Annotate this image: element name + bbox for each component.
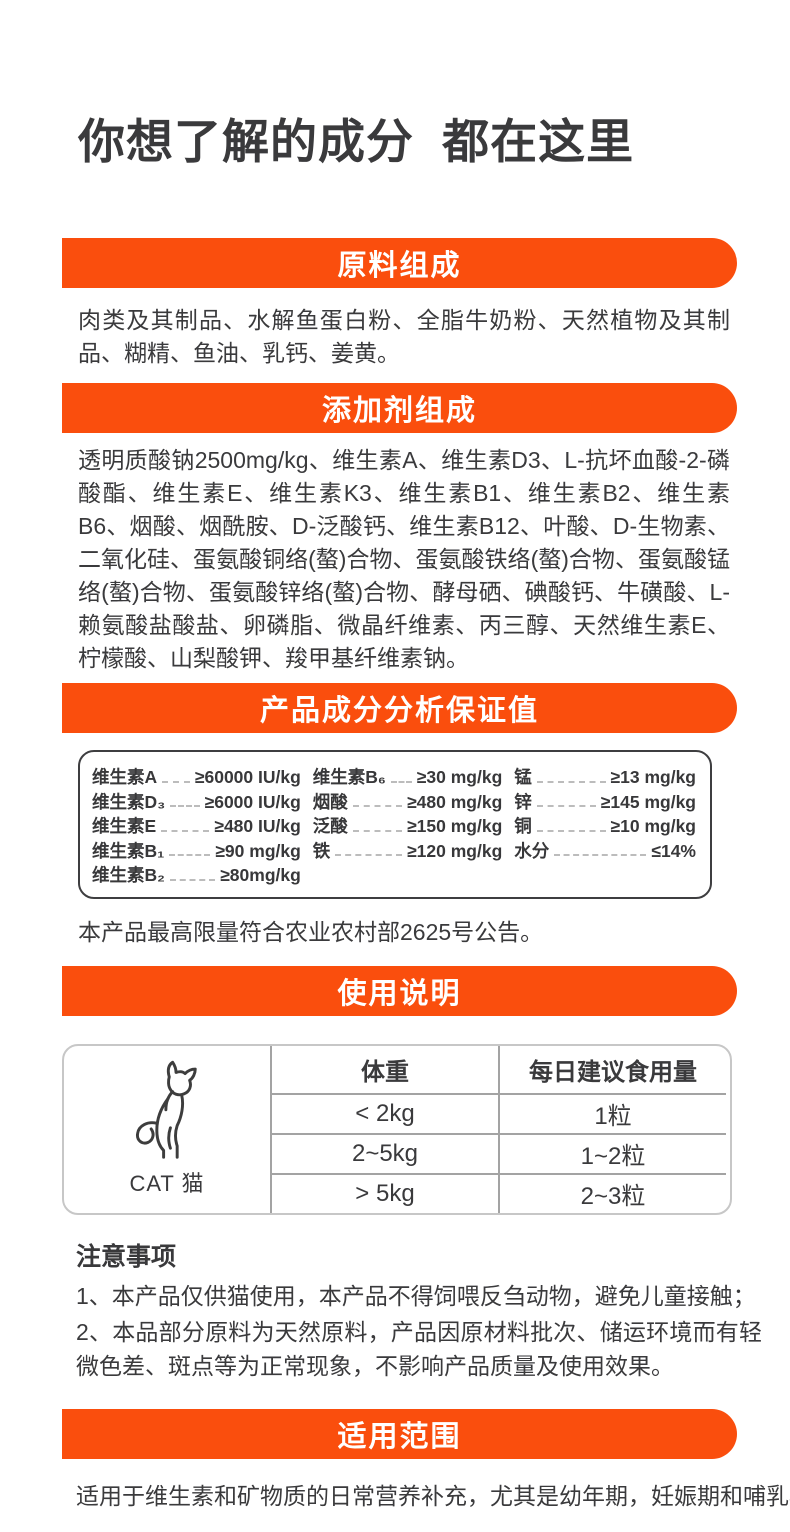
nutrient-value: ≥145 mg/kg bbox=[600, 791, 696, 812]
analysis-entry: 水分 ≤14% bbox=[514, 838, 696, 863]
analysis-compliance-note: 本产品最高限量符合农业农村部2625号公告。 bbox=[78, 918, 544, 945]
banner-label: 适用范围 bbox=[337, 1420, 462, 1453]
nutrient-label: 水分 bbox=[514, 840, 550, 861]
banner-label: 产品成分分析保证值 bbox=[259, 695, 539, 727]
analysis-column-3: 锰 ≥13 mg/kg 锌 ≥145 mg/kg 铜 ≥10 mg/kg 水分 ≤14% bbox=[514, 764, 696, 887]
cat-cell: CAT 猫 bbox=[64, 1045, 272, 1213]
dotted-leader bbox=[161, 829, 210, 832]
nutrient-label: 维生素B₂ bbox=[92, 865, 165, 885]
analysis-entry: 烟酸 ≥480 mg/kg bbox=[313, 789, 502, 814]
page-title: 你想了解的成分 都在这里 bbox=[78, 115, 635, 168]
analysis-entry: 维生素B₂ ≥80mg/kg bbox=[92, 862, 301, 887]
nutrient-label: 维生素E bbox=[92, 816, 157, 836]
cat-icon bbox=[136, 1060, 197, 1159]
guaranteed-analysis-box: 维生素A ≥60000 IU/kg 维生素D₃ ≥6000 IU/kg 维生素E ≥4… bbox=[78, 750, 712, 899]
nutrient-label: 维生素A bbox=[92, 767, 158, 787]
feeding-table-cell-weight: 2~5kg bbox=[272, 1132, 498, 1173]
analysis-entry: 锰 ≥13 mg/kg bbox=[514, 764, 696, 789]
nutrient-label: 维生素B₁ bbox=[92, 840, 165, 861]
feeding-table-cell-dose: 1粒 bbox=[498, 1092, 726, 1133]
analysis-entry: 锌 ≥145 mg/kg bbox=[514, 789, 696, 814]
nutrient-value: ≤14% bbox=[651, 840, 696, 861]
dotted-leader bbox=[352, 805, 403, 807]
dotted-leader bbox=[536, 829, 606, 832]
feeding-table-cell-dose: 2~3粒 bbox=[498, 1172, 726, 1213]
nutrient-value: ≥90 mg/kg bbox=[215, 840, 301, 861]
banner-label: 使用说明 bbox=[337, 977, 462, 1010]
dotted-leader bbox=[352, 829, 403, 832]
dotted-leader bbox=[536, 780, 606, 783]
nutrient-value: ≥60000 IU/kg bbox=[194, 767, 301, 787]
notice-item-1: 1、本产品仅供猫使用，本产品不得饲喂反刍动物，避免儿童接触； bbox=[76, 1282, 756, 1309]
feeding-table-header-weight: 体重 bbox=[361, 1058, 409, 1086]
analysis-entry: 铜 ≥10 mg/kg bbox=[514, 813, 696, 838]
analysis-column-1: 维生素A ≥60000 IU/kg 维生素D₃ ≥6000 IU/kg 维生素E ≥4… bbox=[92, 764, 301, 887]
nutrient-label: 锰 bbox=[514, 767, 532, 787]
section-banner-analysis: 产品成分分析保证值 bbox=[62, 683, 737, 733]
nutrient-value: ≥150 mg/kg bbox=[407, 816, 503, 836]
banner-label: 添加剂组成 bbox=[321, 395, 477, 427]
section-banner-scope: 适用范围 bbox=[62, 1408, 737, 1459]
analysis-entry: 维生素D₃ ≥6000 IU/kg bbox=[92, 789, 301, 814]
feeding-table-cell-dose: 1~2粒 bbox=[498, 1132, 726, 1173]
nutrient-label: 维生素B₆ bbox=[312, 767, 386, 787]
nutrient-label: 铁 bbox=[312, 840, 331, 861]
notice-item-2: 2、本品部分原料为天然原料，产品因原材料批次、储运环境而有轻微色差、斑点等为正常… bbox=[76, 1318, 762, 1379]
nutrient-label: 铜 bbox=[514, 816, 532, 836]
section-banner-additives: 添加剂组成 bbox=[62, 383, 737, 433]
nutrient-value: ≥80mg/kg bbox=[220, 865, 301, 885]
feeding-table-cell-weight: < 2kg bbox=[272, 1092, 498, 1133]
notice-title: 注意事项 bbox=[76, 1242, 177, 1271]
analysis-entry: 维生素B₆ ≥30 mg/kg bbox=[313, 764, 502, 789]
nutrient-label: 烟酸 bbox=[312, 791, 348, 812]
dotted-leader bbox=[169, 878, 216, 881]
raw-materials-text: 肉类及其制品、水解鱼蛋白粉、全脂牛奶粉、天然植物及其制品、糊精、鱼油、乳钙、姜黄… bbox=[78, 307, 730, 366]
dotted-leader bbox=[162, 780, 190, 783]
dotted-leader bbox=[170, 805, 200, 807]
additives-text: 透明质酸钠2500mg/kg、维生素A、维生素D3、L-抗坏血酸-2-磷酸酯、维… bbox=[78, 447, 730, 671]
section-banner-usage: 使用说明 bbox=[62, 965, 737, 1016]
nutrient-value: ≥13 mg/kg bbox=[610, 767, 696, 787]
nutrient-label: 锌 bbox=[514, 791, 532, 812]
analysis-entry: 泛酸 ≥150 mg/kg bbox=[313, 813, 502, 838]
dotted-leader bbox=[390, 780, 412, 783]
analysis-entry: 铁 ≥120 mg/kg bbox=[313, 838, 502, 863]
nutrient-value: ≥120 mg/kg bbox=[407, 840, 503, 861]
dotted-leader bbox=[536, 805, 596, 807]
nutrient-label: 泛酸 bbox=[312, 816, 348, 836]
feeding-table-cell-weight: > 5kg bbox=[272, 1172, 498, 1213]
analysis-column-2: 维生素B₆ ≥30 mg/kg 烟酸 ≥480 mg/kg 泛酸 ≥150 mg/kg… bbox=[313, 764, 502, 887]
section-banner-raw-materials: 原料组成 bbox=[62, 238, 737, 288]
analysis-entry: 维生素E ≥480 IU/kg bbox=[92, 813, 301, 838]
nutrient-value: ≥480 IU/kg bbox=[214, 816, 301, 836]
nutrient-value: ≥10 mg/kg bbox=[610, 816, 696, 836]
nutrient-value: ≥30 mg/kg bbox=[416, 767, 503, 787]
dotted-leader bbox=[335, 854, 403, 856]
analysis-entry: 维生素B₁ ≥90 mg/kg bbox=[92, 838, 301, 863]
dotted-leader bbox=[554, 854, 647, 856]
banner-label: 原料组成 bbox=[337, 250, 462, 282]
scope-text: 适用于维生素和矿物质的日常营养补充，尤其是幼年期，妊娠期和哺乳期。 bbox=[76, 1482, 790, 1509]
feeding-table-header-dose: 每日建议食用量 bbox=[498, 1045, 726, 1093]
cat-label: CAT 猫 bbox=[129, 1171, 205, 1196]
nutrient-value: ≥6000 IU/kg bbox=[204, 791, 301, 812]
feeding-table: CAT 猫 体重 每日建议食用量 < 2kg 1粒 2~5kg 1~2粒 > 5… bbox=[62, 1043, 732, 1215]
dotted-leader bbox=[169, 854, 211, 856]
nutrient-label: 维生素D₃ bbox=[92, 791, 166, 812]
nutrient-value: ≥480 mg/kg bbox=[407, 791, 503, 812]
analysis-entry: 维生素A ≥60000 IU/kg bbox=[92, 764, 301, 789]
